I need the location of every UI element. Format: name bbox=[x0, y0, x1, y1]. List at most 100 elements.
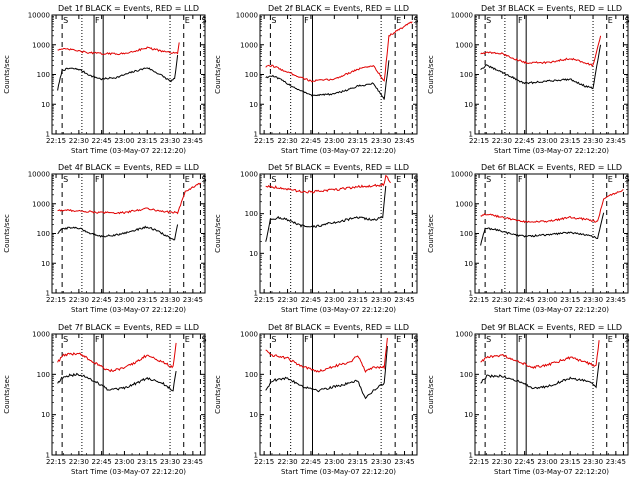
marker-label: F bbox=[304, 335, 309, 344]
marker-label: F bbox=[518, 16, 523, 25]
x-tick-label: 22:15 bbox=[254, 458, 274, 466]
lld-series-line bbox=[480, 189, 624, 224]
lld-series-line bbox=[480, 35, 602, 67]
y-tick-label: 1000 bbox=[240, 331, 258, 339]
x-tick-label: 22:45 bbox=[92, 137, 112, 145]
x-axis-label: Start Time (03-May-07 22:12:20) bbox=[281, 306, 396, 314]
marker-label: S bbox=[63, 175, 68, 184]
y-tick-label: 1000 bbox=[32, 331, 50, 339]
x-tick-label: 22:15 bbox=[46, 137, 66, 145]
y-tick-label: 1000 bbox=[455, 41, 473, 49]
x-tick-label: 23:00 bbox=[114, 137, 134, 145]
chart-title: Det 9f BLACK = Events, RED = LLD bbox=[481, 323, 622, 332]
marker-label: S bbox=[413, 175, 418, 184]
y-axis-label: Counts/sec bbox=[427, 375, 435, 414]
x-tick-label: 22:45 bbox=[92, 458, 112, 466]
y-tick-label: 1000 bbox=[455, 200, 473, 208]
y-tick-label: 10 bbox=[249, 101, 258, 109]
y-tick-label: 100 bbox=[245, 371, 258, 379]
events-series-line bbox=[57, 371, 177, 392]
x-axis-label: Start Time (03-May-07 22:12:20) bbox=[494, 468, 609, 476]
marker-label: S bbox=[624, 175, 629, 184]
plot-frame bbox=[474, 333, 629, 456]
x-tick-label: 23:15 bbox=[348, 458, 368, 466]
marker-label: F bbox=[304, 175, 309, 184]
y-tick-label: 1 bbox=[254, 131, 258, 139]
x-tick-label: 22:45 bbox=[515, 137, 535, 145]
chart-title: Det 5f BLACK = Events, RED = LLD bbox=[268, 163, 409, 172]
chart-title: Det 7f BLACK = Events, RED = LLD bbox=[58, 323, 199, 332]
lld-series-line bbox=[480, 340, 600, 370]
marker-label: F bbox=[95, 335, 100, 344]
x-tick-label: 23:00 bbox=[324, 137, 344, 145]
y-tick-label: 10 bbox=[249, 411, 258, 419]
marker-label: F bbox=[518, 175, 523, 184]
x-tick-label: 22:30 bbox=[69, 458, 89, 466]
y-axis-label: Counts/sec bbox=[3, 55, 11, 94]
events-series-line bbox=[480, 212, 605, 246]
x-tick-label: 23:15 bbox=[348, 137, 368, 145]
x-axis-label: Start Time (03-May-07 22:12:20) bbox=[281, 147, 396, 155]
marker-label: S bbox=[271, 16, 276, 25]
y-tick-label: 1 bbox=[254, 452, 258, 460]
events-series-line bbox=[265, 346, 388, 400]
marker-label: F bbox=[95, 16, 100, 25]
x-tick-label: 23:45 bbox=[183, 137, 203, 145]
y-tick-label: 10000 bbox=[236, 12, 258, 20]
x-tick-label: 23:30 bbox=[160, 296, 180, 304]
marker-label: E bbox=[396, 175, 401, 184]
x-tick-label: 23:15 bbox=[560, 296, 580, 304]
x-tick-label: 22:30 bbox=[492, 137, 512, 145]
marker-label: S bbox=[413, 335, 418, 344]
x-tick-label: 22:30 bbox=[492, 458, 512, 466]
x-axis-label: Start Time (03-May-07 22:12:20) bbox=[281, 468, 396, 476]
marker-label: S bbox=[201, 335, 206, 344]
y-tick-label: 1 bbox=[46, 131, 50, 139]
plot-frame bbox=[259, 333, 418, 456]
y-tick-label: 10 bbox=[464, 101, 473, 109]
plot-frame bbox=[51, 173, 206, 294]
x-tick-label: 22:30 bbox=[69, 137, 89, 145]
y-tick-label: 100 bbox=[245, 210, 258, 218]
x-tick-label: 23:15 bbox=[560, 137, 580, 145]
y-tick-label: 100 bbox=[460, 71, 473, 79]
chart-title: Det 6f BLACK = Events, RED = LLD bbox=[481, 163, 622, 172]
x-axis-label: Start Time (03-May-07 22:12:20) bbox=[71, 468, 186, 476]
marker-label: E bbox=[396, 335, 401, 344]
x-axis-label: Start Time (03-May-07 22:12:20) bbox=[71, 306, 186, 314]
x-tick-label: 22:30 bbox=[277, 458, 297, 466]
y-tick-label: 100 bbox=[37, 230, 50, 238]
events-series-line bbox=[57, 224, 179, 241]
events-series-line bbox=[480, 44, 602, 90]
marker-label: S bbox=[413, 16, 418, 25]
y-tick-label: 10000 bbox=[28, 171, 50, 179]
x-tick-label: 23:45 bbox=[606, 137, 626, 145]
x-tick-label: 23:45 bbox=[606, 296, 626, 304]
x-tick-label: 22:45 bbox=[301, 296, 321, 304]
x-tick-label: 22:15 bbox=[46, 458, 66, 466]
chart-panel-6: Det 6f BLACK = Events, RED = LLD Start Ti… bbox=[427, 163, 630, 314]
x-tick-label: 22:30 bbox=[277, 137, 297, 145]
x-tick-label: 22:30 bbox=[277, 296, 297, 304]
y-axis-label: Counts/sec bbox=[427, 214, 435, 253]
chart-title: Det 3f BLACK = Events, RED = LLD bbox=[481, 4, 622, 13]
chart-panel-1: Det 1f BLACK = Events, RED = LLD Start Ti… bbox=[3, 4, 207, 155]
marker-label: S bbox=[201, 175, 206, 184]
y-tick-label: 100 bbox=[460, 371, 473, 379]
y-tick-label: 1000 bbox=[455, 331, 473, 339]
marker-label: S bbox=[63, 335, 68, 344]
y-axis-label: Counts/sec bbox=[3, 214, 11, 253]
marker-label: F bbox=[95, 175, 100, 184]
y-tick-label: 1000 bbox=[240, 41, 258, 49]
x-axis-label: Start Time (03-May-07 22:12:20) bbox=[494, 306, 609, 314]
chart-panel-5: Det 5f BLACK = Events, RED = LLD Start Ti… bbox=[214, 163, 418, 314]
marker-label: E bbox=[608, 335, 613, 344]
y-tick-label: 1 bbox=[469, 290, 473, 298]
x-tick-label: 22:15 bbox=[254, 137, 274, 145]
chart-title: Det 2f BLACK = Events, RED = LLD bbox=[268, 4, 409, 13]
x-tick-label: 23:00 bbox=[324, 296, 344, 304]
x-tick-label: 23:00 bbox=[324, 458, 344, 466]
marker-label: F bbox=[304, 16, 309, 25]
plot-frame bbox=[51, 333, 206, 456]
